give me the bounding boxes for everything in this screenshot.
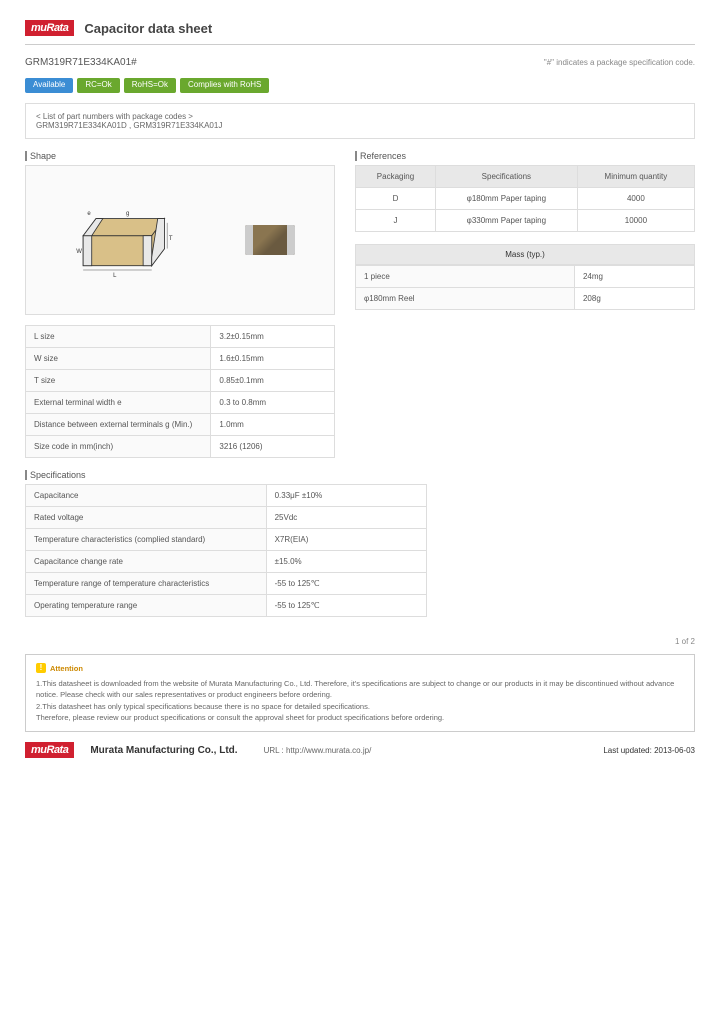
svg-text:T: T — [168, 236, 172, 242]
company-name: Murata Manufacturing Co., Ltd. — [90, 745, 237, 756]
mass-table: Mass (typ.) 1 piece24mg φ180mm Reel208g — [355, 244, 695, 310]
partnum-row: GRM319R71E334KA01# "#" indicates a packa… — [25, 57, 695, 68]
capacitor-drawing-icon: L W T e g — [66, 200, 186, 280]
partlist-heading: < List of part numbers with package code… — [36, 112, 684, 121]
header: muRata Capacitor data sheet — [25, 20, 695, 45]
badges: Available RC=Ok RoHS=Ok Complies with Ro… — [25, 78, 695, 93]
badge-available: Available — [25, 78, 73, 93]
specifications-table: Capacitance0.33μF ±10% Rated voltage25Vd… — [25, 484, 427, 617]
shape-label: Shape — [25, 151, 335, 161]
attention-line: 2.This datasheet has only typical specif… — [36, 701, 684, 712]
part-number: GRM319R71E334KA01# — [25, 57, 137, 68]
svg-text:L: L — [113, 273, 117, 279]
page-title: Capacitor data sheet — [84, 21, 212, 36]
dimensions-table: L size3.2±0.15mm W size1.6±0.15mm T size… — [25, 325, 335, 458]
badge-complies: Complies with RoHS — [180, 78, 269, 93]
svg-text:W: W — [76, 249, 82, 255]
footer: muRata Murata Manufacturing Co., Ltd. UR… — [25, 742, 695, 758]
last-updated: Last updated: 2013-06-03 — [603, 746, 695, 755]
warning-icon: ! — [36, 663, 46, 673]
partlist-box: < List of part numbers with package code… — [25, 103, 695, 139]
svg-text:e: e — [87, 211, 91, 217]
page-number: 1 of 2 — [25, 637, 695, 646]
badge-rc: RC=Ok — [77, 78, 119, 93]
references-table: Packaging Specifications Minimum quantit… — [355, 165, 695, 232]
capacitor-photo-icon — [245, 225, 295, 255]
package-note: "#" indicates a package specification co… — [544, 58, 695, 67]
attention-line: 1.This datasheet is downloaded from the … — [36, 678, 684, 701]
attention-line: Therefore, please review our product spe… — [36, 712, 684, 723]
attention-header: ! Attention — [36, 663, 684, 674]
specifications-label: Specifications — [25, 470, 695, 480]
svg-text:g: g — [126, 211, 129, 217]
attention-box: ! Attention 1.This datasheet is download… — [25, 654, 695, 732]
badge-rohs: RoHS=Ok — [124, 78, 176, 93]
footer-logo: muRata — [25, 742, 74, 758]
shape-diagram: L W T e g — [25, 165, 335, 315]
references-label: References — [355, 151, 695, 161]
company-url: URL : http://www.murata.co.jp/ — [264, 746, 372, 755]
logo: muRata — [25, 20, 74, 36]
partlist-items: GRM319R71E334KA01D , GRM319R71E334KA01J — [36, 121, 684, 130]
